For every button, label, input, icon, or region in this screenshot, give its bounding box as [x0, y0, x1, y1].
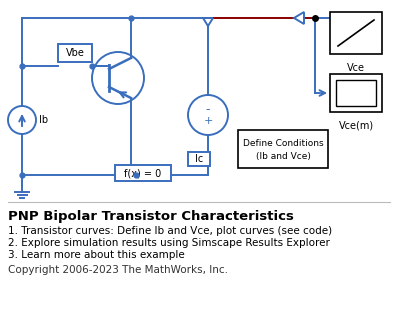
Text: Define Conditions: Define Conditions: [243, 139, 323, 148]
Text: 3. Learn more about this example: 3. Learn more about this example: [8, 250, 185, 260]
Text: Copyright 2006-2023 The MathWorks, Inc.: Copyright 2006-2023 The MathWorks, Inc.: [8, 265, 228, 275]
Bar: [115, 165, 171, 181]
Text: Vbe: Vbe: [66, 48, 84, 58]
Text: Vce(m): Vce(m): [338, 121, 374, 131]
Bar: [238, 130, 328, 168]
Bar: [336, 80, 376, 106]
Text: 2. Explore simulation results using Simscape Results Explorer: 2. Explore simulation results using Sims…: [8, 238, 330, 248]
Text: PNP Bipolar Transistor Characteristics: PNP Bipolar Transistor Characteristics: [8, 210, 294, 223]
Text: Vce: Vce: [347, 63, 365, 73]
Text: +: +: [203, 116, 213, 126]
Bar: [58, 44, 92, 62]
Bar: [330, 74, 382, 112]
Text: (Ib and Vce): (Ib and Vce): [256, 152, 310, 161]
Text: Ic: Ic: [195, 154, 203, 164]
Text: 1. Transistor curves: Define Ib and Vce, plot curves (see code): 1. Transistor curves: Define Ib and Vce,…: [8, 226, 332, 236]
Bar: [188, 152, 210, 166]
Bar: [330, 12, 382, 54]
Text: -: -: [206, 104, 210, 116]
Text: Ib: Ib: [39, 115, 48, 125]
Text: f(x) = 0: f(x) = 0: [124, 168, 162, 178]
